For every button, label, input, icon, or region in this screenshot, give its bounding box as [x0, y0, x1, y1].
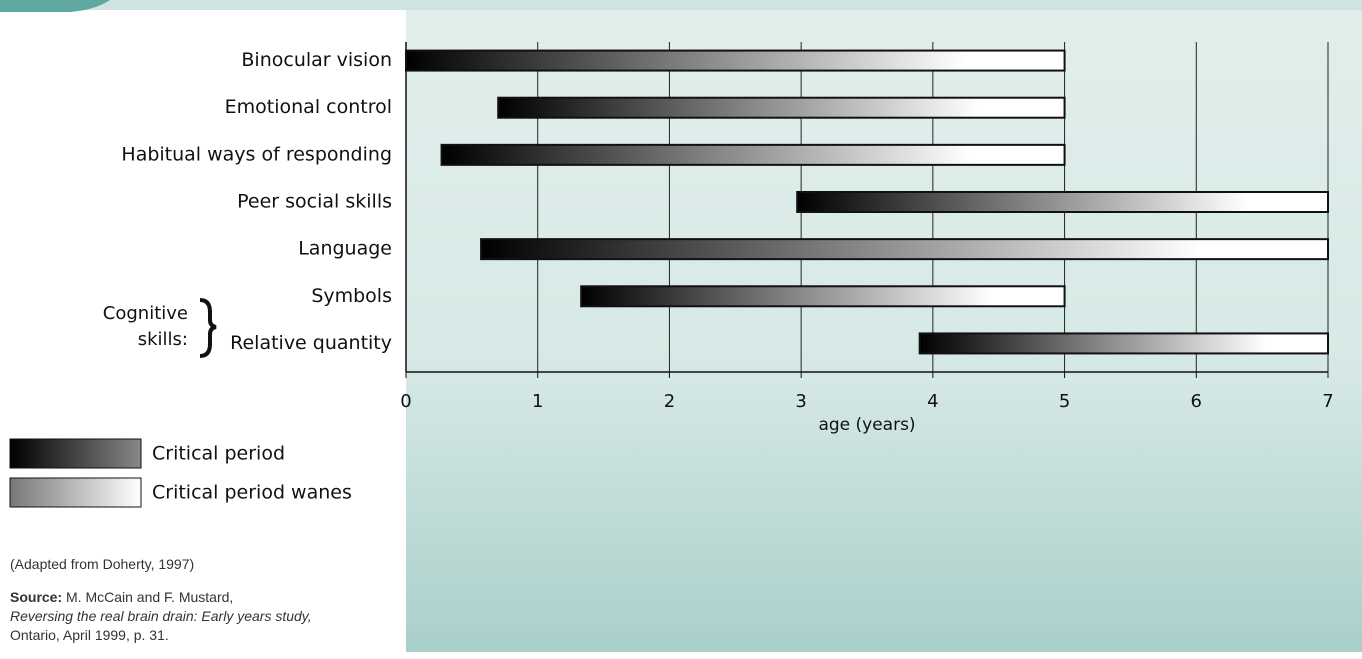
x-tick-label: 3	[795, 391, 806, 412]
group-label: Cognitive	[103, 303, 188, 324]
bar	[918, 332, 1330, 355]
bar	[497, 96, 1066, 119]
brace	[199, 298, 217, 358]
bar	[405, 49, 1066, 72]
bar	[480, 238, 1329, 261]
legend-label: Critical period wanes	[152, 482, 352, 504]
source-label: Source:	[10, 589, 63, 605]
x-tick-label: 5	[1059, 391, 1070, 412]
y-tick-label: Peer social skills	[237, 191, 392, 213]
y-tick-label: Language	[298, 238, 392, 260]
top-band	[0, 0, 1362, 10]
x-tick-label: 7	[1322, 391, 1333, 412]
x-axis-label: age (years)	[818, 415, 915, 435]
x-tick-label: 4	[927, 391, 938, 412]
source-title: Reversing the real brain drain: Early ye…	[10, 608, 312, 624]
y-tick-label: Habitual ways of responding	[121, 143, 392, 165]
y-tick-label: Symbols	[311, 285, 392, 307]
x-tick-label: 2	[664, 391, 675, 412]
bar	[580, 285, 1066, 308]
legend-swatch	[9, 477, 142, 508]
x-tick-label: 0	[400, 391, 411, 412]
group-label: skills:	[138, 329, 188, 350]
notes: (Adapted from Doherty, 1997) Source: M. …	[10, 555, 340, 659]
bar	[440, 143, 1066, 166]
source-authors: M. McCain and F. Mustard,	[62, 589, 234, 605]
adapted-note: (Adapted from Doherty, 1997)	[10, 556, 195, 572]
source-rest: Ontario, April 1999, p. 31.	[10, 627, 169, 643]
x-tick-label: 1	[532, 391, 543, 412]
y-tick-label: Emotional control	[225, 96, 392, 118]
source: Source: M. McCain and F. Mustard, Reversi…	[10, 588, 340, 645]
legend-label: Critical period	[152, 443, 285, 465]
y-tick-label: Relative quantity	[230, 332, 392, 354]
legend-swatch	[9, 438, 142, 469]
x-tick-label: 6	[1191, 391, 1202, 412]
bar	[796, 191, 1329, 213]
y-tick-label: Binocular vision	[241, 49, 392, 71]
top-tab	[0, 0, 110, 12]
